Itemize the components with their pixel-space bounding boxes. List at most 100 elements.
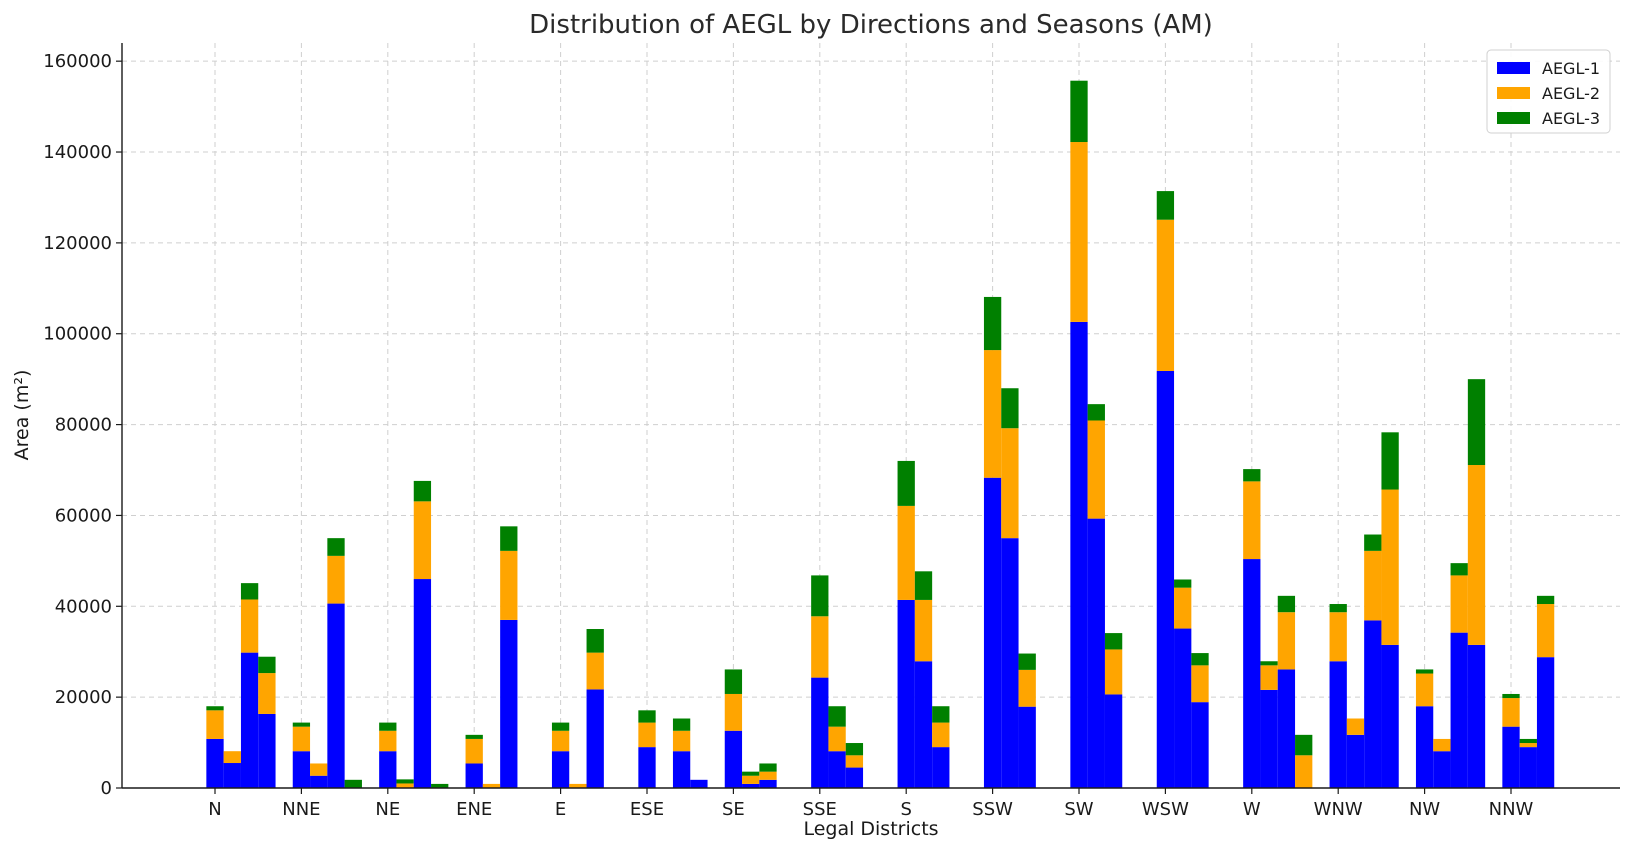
- x-tick-label: E: [555, 799, 566, 820]
- bar-sse-2-aegl-2: [828, 726, 846, 752]
- x-tick-label: N: [208, 799, 221, 820]
- bar-ese-3-aegl-2: [672, 730, 691, 752]
- bar-sse-2-aegl-1: [828, 751, 846, 788]
- bar-wsw-2-aegl-2: [1174, 587, 1192, 629]
- bar-nw-1-aegl-1: [1415, 706, 1434, 788]
- bar-nne-3-aegl-2: [327, 555, 345, 604]
- bar-ssw-2-aegl-3: [1001, 388, 1019, 429]
- x-tick-label: WNW: [1314, 799, 1363, 820]
- bar-se-2-aegl-1: [742, 783, 760, 788]
- bar-nw-1-aegl-3: [1415, 669, 1434, 674]
- bar-n-4-aegl-2: [258, 673, 276, 714]
- bar-n-3-aegl-2: [240, 599, 259, 653]
- bar-wsw-1-aegl-3: [1156, 191, 1175, 220]
- bar-s-2-aegl-3: [914, 571, 933, 600]
- bar-se-1-aegl-2: [724, 693, 743, 731]
- bar-e-1-aegl-1: [551, 751, 570, 788]
- bars: [206, 80, 1555, 789]
- bar-wsw-3-aegl-3: [1191, 653, 1209, 666]
- bar-wsw-3-aegl-2: [1191, 665, 1209, 703]
- bar-nne-4-aegl-3: [344, 779, 362, 788]
- bar-w-4-aegl-2: [1295, 755, 1313, 788]
- x-tick-label: ESE: [630, 799, 664, 820]
- bar-wsw-2-aegl-3: [1174, 579, 1192, 588]
- bar-ene-3-aegl-1: [500, 619, 518, 788]
- bar-sw-2-aegl-1: [1087, 518, 1105, 788]
- bar-ese-1-aegl-2: [638, 722, 656, 748]
- x-tick-label: NNW: [1489, 799, 1534, 820]
- y-tick-label: 80000: [55, 415, 112, 436]
- bar-nne-1-aegl-2: [292, 726, 311, 752]
- legend-label-aegl-1: AEGL-1: [1542, 59, 1600, 78]
- legend-label-aegl-3: AEGL-3: [1542, 109, 1600, 128]
- bar-nne-1-aegl-1: [292, 751, 311, 788]
- bar-w-1-aegl-3: [1243, 469, 1261, 482]
- bar-ssw-3-aegl-1: [1018, 706, 1036, 788]
- bar-w-1-aegl-1: [1243, 559, 1261, 788]
- bar-sse-3-aegl-2: [845, 755, 864, 768]
- bar-wsw-1-aegl-2: [1156, 219, 1175, 371]
- bar-ssw-1-aegl-2: [983, 350, 1002, 478]
- bar-s-2-aegl-2: [914, 599, 933, 662]
- bar-s-3-aegl-2: [932, 722, 950, 748]
- bar-s-1-aegl-3: [897, 460, 915, 506]
- x-tick-label: SSW: [972, 799, 1013, 820]
- bar-wnw-3-aegl-3: [1364, 534, 1382, 551]
- x-tick-label: SE: [722, 799, 745, 820]
- bar-nnw-3-aegl-1: [1536, 657, 1555, 788]
- bar-sw-1-aegl-1: [1070, 321, 1088, 788]
- chart-title: Distribution of AEGL by Directions and S…: [529, 10, 1213, 40]
- x-tick-label: NNE: [282, 799, 320, 820]
- bar-nnw-2-aegl-2: [1519, 743, 1537, 748]
- bar-ene-1-aegl-3: [465, 734, 483, 739]
- bar-ene-2-aegl-2: [482, 783, 501, 788]
- bar-ssw-1-aegl-3: [983, 296, 1002, 351]
- bar-w-3-aegl-3: [1277, 595, 1296, 613]
- bar-se-3-aegl-3: [759, 763, 777, 772]
- bar-wnw-3-aegl-2: [1364, 550, 1382, 621]
- bar-ne-3-aegl-3: [413, 480, 432, 502]
- bar-nw-4-aegl-2: [1467, 465, 1486, 645]
- y-tick-label: 0: [101, 778, 112, 799]
- y-tick-label: 140000: [43, 142, 112, 163]
- y-tick-label: 60000: [55, 505, 112, 526]
- y-tick-label: 160000: [43, 51, 112, 72]
- bar-ese-4-aegl-1: [690, 779, 708, 788]
- y-tick-label: 40000: [55, 596, 112, 617]
- x-axis-label: Legal Districts: [803, 818, 938, 840]
- bar-se-3-aegl-2: [759, 771, 777, 780]
- y-axis-label: Area (m²): [11, 370, 33, 461]
- bar-e-3-aegl-3: [586, 629, 604, 653]
- bar-nnw-1-aegl-3: [1502, 693, 1520, 699]
- y-tick-label: 100000: [43, 324, 112, 345]
- bar-ene-1-aegl-2: [465, 738, 483, 764]
- bar-e-3-aegl-2: [586, 652, 604, 690]
- bar-e-3-aegl-1: [586, 689, 604, 788]
- bar-sw-2-aegl-3: [1087, 404, 1105, 421]
- bar-nw-2-aegl-2: [1433, 738, 1451, 752]
- bar-ene-3-aegl-3: [500, 526, 518, 551]
- bar-sw-1-aegl-3: [1070, 80, 1088, 143]
- bar-e-2-aegl-2: [569, 783, 587, 788]
- bar-sse-1-aegl-2: [811, 616, 829, 678]
- bar-ssw-2-aegl-1: [1001, 538, 1019, 788]
- bar-ese-3-aegl-3: [672, 718, 691, 731]
- bar-ne-2-aegl-2: [396, 783, 414, 788]
- bar-nnw-1-aegl-2: [1502, 698, 1520, 727]
- bar-ene-1-aegl-1: [465, 763, 483, 788]
- bar-s-2-aegl-1: [914, 661, 933, 788]
- x-tick-label: S: [900, 799, 911, 820]
- bar-wnw-4-aegl-3: [1381, 432, 1399, 490]
- bar-se-2-aegl-3: [742, 771, 760, 776]
- x-tick-label: W: [1243, 799, 1261, 820]
- bar-nne-1-aegl-3: [292, 722, 311, 727]
- bar-se-1-aegl-3: [724, 669, 743, 694]
- bar-nnw-3-aegl-2: [1536, 604, 1555, 658]
- bar-se-3-aegl-1: [759, 779, 777, 788]
- bar-s-3-aegl-1: [932, 747, 950, 788]
- y-tick-label: 120000: [43, 233, 112, 254]
- bar-n-4-aegl-3: [258, 656, 276, 674]
- bar-sw-2-aegl-2: [1087, 420, 1105, 519]
- bar-w-2-aegl-1: [1260, 689, 1278, 788]
- bar-w-2-aegl-2: [1260, 665, 1278, 690]
